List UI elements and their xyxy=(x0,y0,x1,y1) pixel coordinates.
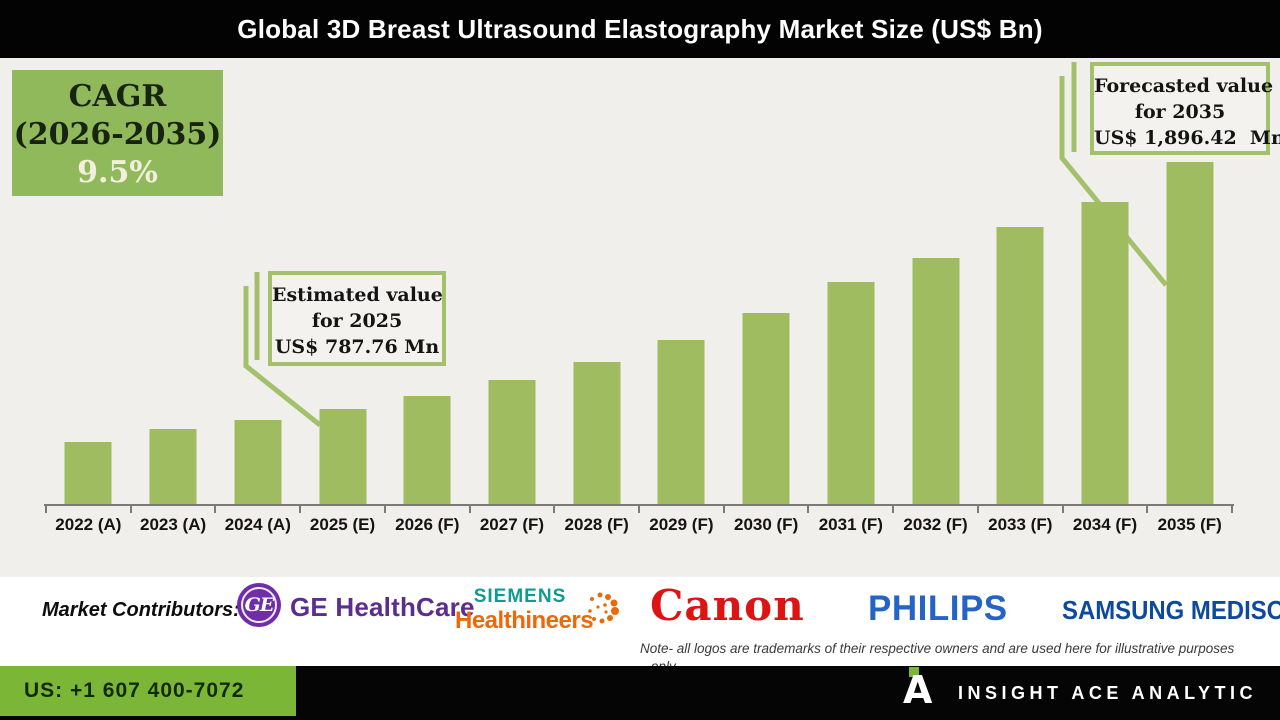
x-axis-label: 2030 (F) xyxy=(733,515,799,534)
bar-slot xyxy=(470,58,555,505)
bar-2027f xyxy=(488,380,536,505)
bar-slot xyxy=(808,58,893,505)
bar-2030f xyxy=(742,313,790,505)
brand-dot-icon xyxy=(909,667,919,677)
healthineers-wordmark: Healthineers xyxy=(455,607,594,634)
bar-slot xyxy=(385,58,470,505)
axis-tick xyxy=(468,506,471,513)
x-axis-label: 2032 (F) xyxy=(903,515,968,534)
bar-slot xyxy=(1063,58,1148,505)
chart-area: CAGR (2026-2035) 9.5% 2022 (A) 2023 (A) 20… xyxy=(0,58,1280,577)
callout-leader-lines xyxy=(243,62,1168,427)
bar-2033f xyxy=(996,227,1044,505)
bar-2024a xyxy=(234,420,282,505)
ge-healthcare-logo: GE HealthCare xyxy=(290,592,475,622)
siemens-healthineers-logo: SIEMENS Healthineers xyxy=(455,586,594,634)
insight-ace-logo-icon: A xyxy=(903,668,933,712)
bar-slot xyxy=(724,58,809,505)
footer-bar: US: +1 607 400-7072 A INSIGHT ACE ANALYT… xyxy=(0,666,1280,720)
axis-tick xyxy=(214,506,217,513)
bar-2023a xyxy=(149,429,197,505)
x-axis-label: 2031 (F) xyxy=(818,515,883,534)
cagr-range: (2026-2035) xyxy=(13,117,222,152)
siemens-wordmark: SIEMENS xyxy=(473,586,567,607)
bar-slot xyxy=(131,58,216,505)
axis-tick xyxy=(129,506,132,513)
phone-block: US: +1 607 400-7072 xyxy=(0,666,296,716)
trademark-note-line1: Note- all logos are trademarks of their … xyxy=(640,641,1235,656)
x-axis-label: 2022 (A) xyxy=(55,515,122,534)
bar-slot xyxy=(215,58,300,505)
cagr-value: 9.5% xyxy=(77,155,158,190)
bar-2034f xyxy=(1081,202,1129,505)
x-axis-ticks xyxy=(45,506,1233,514)
bar-2031f xyxy=(827,282,875,505)
bar-slot xyxy=(46,58,131,505)
axis-tick xyxy=(383,506,386,513)
axis-tick xyxy=(1061,506,1064,513)
estimated-line2: for 2025 xyxy=(311,310,403,332)
x-axis-label: 2034 (F) xyxy=(1072,515,1138,534)
bar-2022a xyxy=(64,442,112,505)
bar-2029f xyxy=(657,340,705,505)
axis-tick xyxy=(553,506,556,513)
estimated-value: US$ 787.76 Mn xyxy=(274,336,440,358)
forecasted-value-callout: Forecasted value for 2035 US$ 1,896.42 M… xyxy=(1090,62,1280,155)
estimated-line1: Estimated value xyxy=(272,284,443,306)
axis-tick xyxy=(45,506,47,513)
estimated-value-callout: Estimated value for 2025 US$ 787.76 Mn xyxy=(268,271,446,366)
x-axis-label: 2033 (F) xyxy=(988,515,1053,534)
philips-logo: PHILIPS xyxy=(868,589,1008,628)
axis-tick xyxy=(299,506,302,513)
samsung-medison-logo: SAMSUNG MEDISON xyxy=(1062,595,1280,625)
page-title: Global 3D Breast Ultrasound Elastography… xyxy=(237,13,1043,44)
market-contributors-band: Market Contributors: GE GE HealthCare SI… xyxy=(0,577,1280,674)
title-bar: Global 3D Breast Ultrasound Elastography… xyxy=(0,0,1280,58)
bar-2032f xyxy=(912,258,960,505)
bar-slot xyxy=(554,58,639,505)
bar-slot xyxy=(1147,58,1232,505)
healthineers-dots-icon xyxy=(588,592,619,624)
x-axis-label: 2029 (F) xyxy=(649,515,714,534)
brand-name: INSIGHT ACE ANALYTIC xyxy=(958,683,1258,703)
axis-tick xyxy=(722,506,725,513)
forecast-line2: for 2035 xyxy=(1134,101,1226,123)
forecast-line1: Forecasted value xyxy=(1094,75,1274,97)
forecast-value: US$ 1,896.42 Mn xyxy=(1094,127,1280,149)
bars xyxy=(46,58,1232,505)
bar-slot xyxy=(978,58,1063,505)
bar-2026f xyxy=(403,396,451,505)
bar-2035f xyxy=(1166,162,1214,505)
axis-tick xyxy=(1146,506,1149,513)
canon-logo: Canon xyxy=(650,581,805,630)
bar-slot xyxy=(893,58,978,505)
market-contributors-label: Market Contributors: xyxy=(42,599,240,621)
x-axis-label: 2028 (F) xyxy=(564,515,629,534)
x-axis-label: 2026 (F) xyxy=(395,515,460,534)
bar-slot xyxy=(639,58,724,505)
cagr-title: CAGR xyxy=(68,79,167,114)
phone-number: US: +1 607 400-7072 xyxy=(24,679,245,702)
x-axis xyxy=(44,504,1234,506)
x-axis-labels: 2022 (A) 2023 (A) 2024 (A) 2025 (E) 2026 (F)… xyxy=(46,515,1232,535)
axis-tick xyxy=(638,506,640,513)
axis-tick xyxy=(892,506,895,513)
x-axis-label: 2035 (F) xyxy=(1157,515,1222,534)
x-axis-label: 2024 (A) xyxy=(224,515,291,534)
x-axis-label: 2027 (F) xyxy=(479,515,545,534)
axis-tick xyxy=(807,506,810,513)
ge-ring xyxy=(241,587,277,623)
cagr-callout-box: CAGR (2026-2035) 9.5% xyxy=(12,70,223,196)
bar-slot xyxy=(300,58,385,505)
bar-2028f xyxy=(573,362,621,505)
bar-2025e xyxy=(319,409,367,505)
x-axis-label: 2023 (A) xyxy=(140,515,207,534)
ge-monogram-icon: GE xyxy=(237,583,281,627)
axis-tick xyxy=(1231,506,1233,513)
x-axis-label: 2025 (E) xyxy=(309,515,376,534)
axis-tick xyxy=(976,506,979,513)
